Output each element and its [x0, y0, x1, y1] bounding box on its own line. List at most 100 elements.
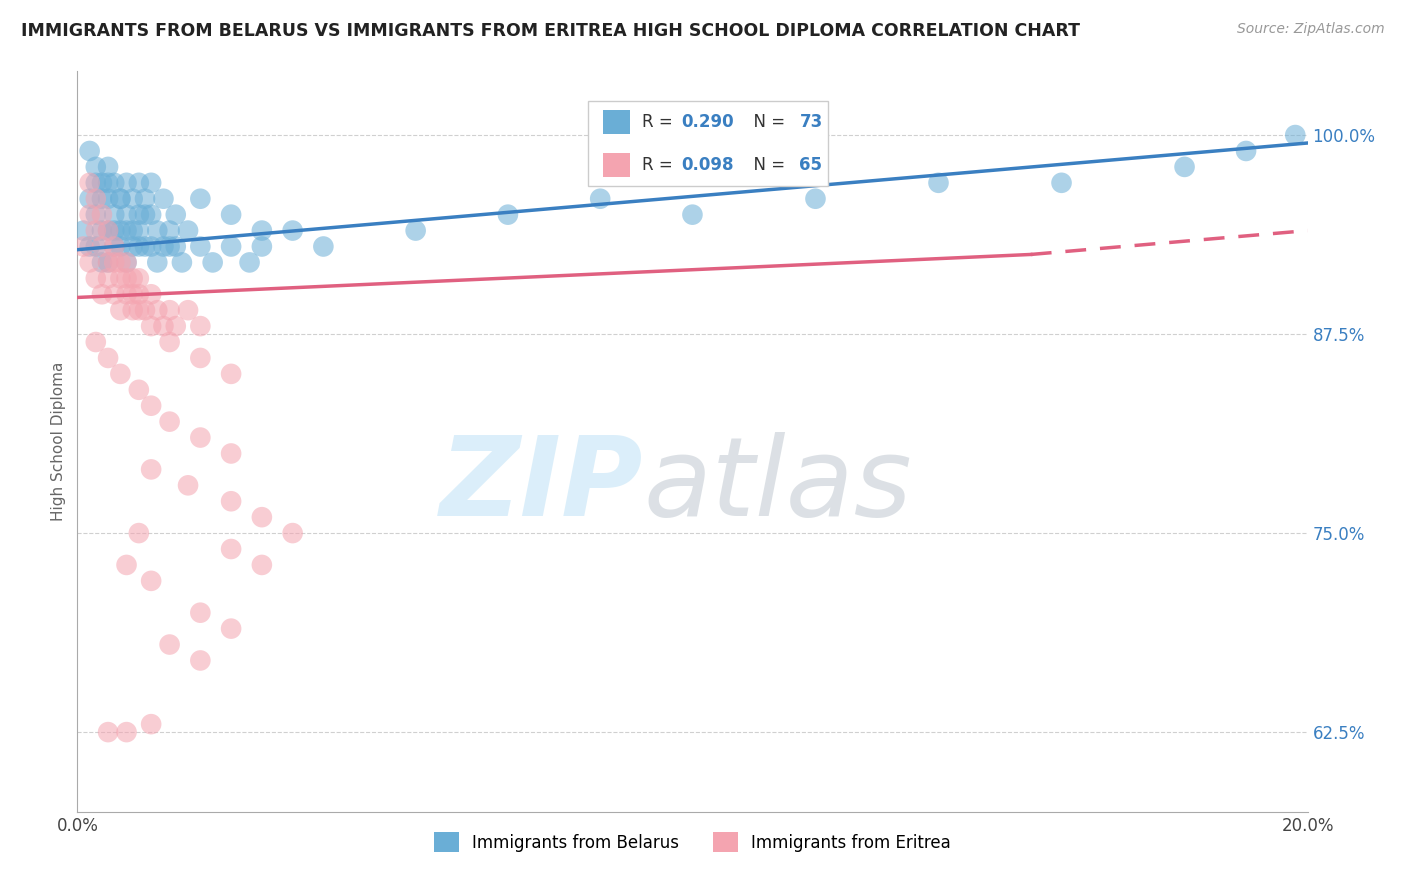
Point: [121, 192, 143, 206]
Text: IMMIGRANTS FROM BELARUS VS IMMIGRANTS FROM ERITREA HIGH SCHOOL DIPLOMA CORRELATI: IMMIGRANTS FROM BELARUS VS IMMIGRANTS FR…: [21, 22, 1080, 40]
Text: Source: ZipAtlas.com: Source: ZipAtlas.com: [1237, 22, 1385, 37]
Point: [188, 606, 212, 620]
Point: [90, 255, 114, 269]
FancyBboxPatch shape: [603, 111, 630, 134]
Point: [79, 255, 101, 269]
Point: [188, 431, 212, 445]
Point: [84, 160, 107, 174]
Point: [103, 239, 125, 253]
Point: [110, 303, 132, 318]
Point: [170, 255, 193, 269]
Point: [146, 223, 169, 237]
Point: [682, 208, 704, 222]
FancyBboxPatch shape: [588, 101, 828, 186]
Point: [79, 144, 101, 158]
Point: [103, 239, 125, 253]
Point: [115, 255, 138, 269]
Point: [115, 287, 138, 301]
Point: [188, 192, 212, 206]
Point: [79, 239, 101, 253]
Point: [121, 239, 143, 253]
FancyBboxPatch shape: [603, 153, 630, 177]
Point: [219, 622, 242, 636]
Point: [146, 303, 169, 318]
Point: [121, 271, 143, 285]
Point: [97, 255, 120, 269]
Point: [110, 223, 132, 237]
Point: [165, 239, 187, 253]
Point: [90, 176, 114, 190]
Point: [84, 271, 107, 285]
Point: [79, 176, 101, 190]
Point: [159, 415, 181, 429]
Point: [128, 176, 150, 190]
Point: [219, 208, 242, 222]
Point: [128, 208, 150, 222]
Point: [97, 223, 120, 237]
Point: [219, 494, 242, 508]
Point: [110, 192, 132, 206]
Point: [219, 367, 242, 381]
Point: [121, 303, 143, 318]
Point: [141, 319, 163, 334]
Point: [250, 239, 273, 253]
Point: [84, 223, 107, 237]
Point: [97, 255, 120, 269]
Point: [97, 223, 120, 237]
Point: [115, 271, 138, 285]
Point: [121, 287, 143, 301]
Point: [250, 223, 273, 237]
Point: [152, 239, 174, 253]
Point: [84, 239, 107, 253]
Point: [115, 725, 138, 739]
Point: [128, 383, 150, 397]
Point: [103, 287, 125, 301]
Point: [90, 223, 114, 237]
Point: [128, 526, 150, 541]
Point: [128, 223, 150, 237]
Point: [90, 192, 114, 206]
Point: [219, 541, 242, 556]
Text: 0.098: 0.098: [682, 156, 734, 174]
Point: [250, 510, 273, 524]
Point: [312, 239, 335, 253]
Point: [128, 271, 150, 285]
Text: N =: N =: [742, 113, 790, 131]
Point: [90, 239, 114, 253]
Point: [1234, 144, 1257, 158]
Point: [250, 558, 273, 572]
Point: [141, 287, 163, 301]
Point: [146, 255, 169, 269]
Point: [103, 208, 125, 222]
Point: [159, 223, 181, 237]
Point: [115, 558, 138, 572]
Point: [201, 255, 224, 269]
Point: [84, 208, 107, 222]
Text: ZIP: ZIP: [440, 433, 644, 540]
Point: [97, 725, 120, 739]
Legend: Immigrants from Belarus, Immigrants from Eritrea: Immigrants from Belarus, Immigrants from…: [427, 825, 957, 859]
Point: [188, 653, 212, 667]
Point: [110, 271, 132, 285]
Point: [165, 319, 187, 334]
Point: [134, 208, 156, 222]
Point: [177, 303, 200, 318]
Point: [121, 223, 143, 237]
Point: [928, 176, 950, 190]
Point: [115, 255, 138, 269]
Text: R =: R =: [643, 113, 678, 131]
Point: [165, 208, 187, 222]
Text: R =: R =: [643, 156, 678, 174]
Point: [84, 176, 107, 190]
Point: [1174, 160, 1197, 174]
Point: [152, 192, 174, 206]
Point: [110, 367, 132, 381]
Point: [134, 303, 156, 318]
Point: [115, 176, 138, 190]
Point: [90, 287, 114, 301]
Point: [97, 351, 120, 365]
Point: [79, 208, 101, 222]
Text: 73: 73: [800, 113, 823, 131]
Point: [177, 478, 200, 492]
Point: [103, 223, 125, 237]
